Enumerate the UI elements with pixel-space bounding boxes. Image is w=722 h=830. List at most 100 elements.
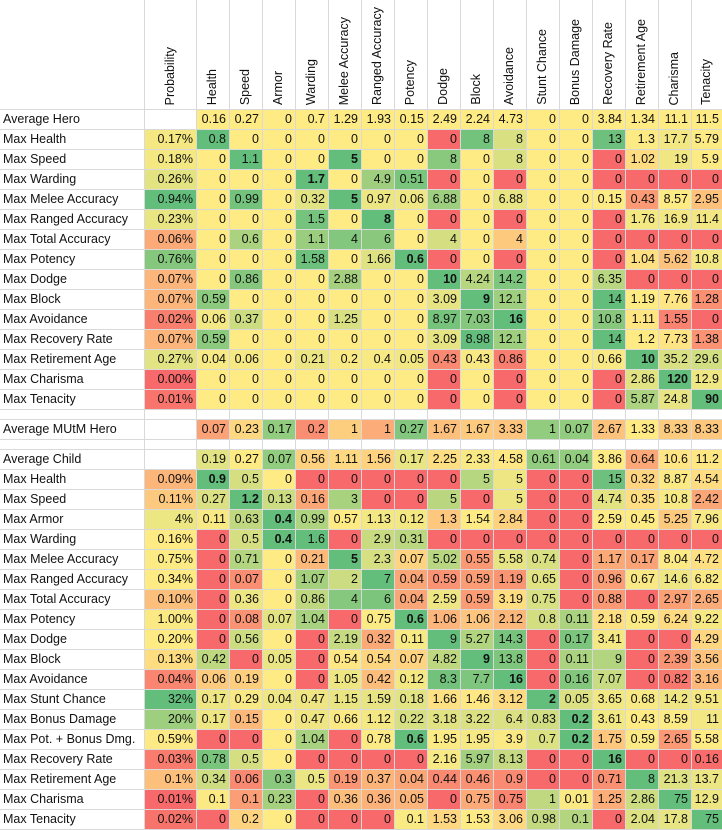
stat-cell[interactable]: 0.22 [395,710,428,729]
stat-cell[interactable]: 0 [593,530,626,549]
stat-cell[interactable]: 0 [428,530,461,549]
stat-cell[interactable]: 9.51 [692,690,722,709]
stat-cell[interactable]: 0 [230,390,263,409]
stat-cell[interactable]: 0 [527,370,560,389]
stat-cell[interactable]: 7.07 [593,670,626,689]
stat-cell[interactable]: 8.33 [659,420,692,439]
stat-cell[interactable]: 7.7 [461,670,494,689]
stat-cell[interactable]: 9.22 [692,610,722,629]
stat-cell[interactable]: 0 [593,210,626,229]
stat-cell[interactable]: 0.27 [230,450,263,469]
stat-cell[interactable]: 0.59 [461,570,494,589]
stat-cell[interactable]: 11.2 [692,450,722,469]
stat-cell[interactable]: 0 [197,570,230,589]
stat-cell[interactable]: 0 [263,710,296,729]
stat-cell[interactable]: 5.62 [659,250,692,269]
stat-cell[interactable]: 0 [329,390,362,409]
empty-cell[interactable] [428,410,461,419]
stat-cell[interactable]: 0 [560,290,593,309]
stat-cell[interactable]: 0.97 [362,190,395,209]
stat-cell[interactable]: 1.34 [626,110,659,129]
stat-cell[interactable]: 0.06 [230,350,263,369]
stat-cell[interactable]: 0 [263,130,296,149]
probability-cell[interactable]: 0.1% [145,770,197,789]
stat-cell[interactable]: 6 [362,230,395,249]
stat-cell[interactable]: 2.16 [428,750,461,769]
row-label[interactable]: Max Warding [0,170,145,189]
stat-cell[interactable]: 0 [362,470,395,489]
stat-cell[interactable]: 0.04 [395,590,428,609]
stat-cell[interactable]: 5 [494,470,527,489]
stat-cell[interactable]: 0 [230,330,263,349]
probability-cell[interactable]: 0.13% [145,650,197,669]
stat-cell[interactable]: 5.27 [461,630,494,649]
probability-cell[interactable]: 0.06% [145,230,197,249]
stat-cell[interactable]: 0.32 [362,630,395,649]
stat-cell[interactable]: 0.2 [296,420,329,439]
stat-cell[interactable]: 1.1 [230,150,263,169]
stat-cell[interactable]: 14.2 [659,690,692,709]
stat-cell[interactable]: 0.05 [560,690,593,709]
empty-cell[interactable] [494,410,527,419]
stat-cell[interactable]: 0 [692,530,722,549]
stat-cell[interactable]: 0.12 [395,670,428,689]
stat-cell[interactable]: 0 [230,250,263,269]
row-label[interactable]: Max Potency [0,610,145,629]
stat-cell[interactable]: 3 [329,490,362,509]
row-label[interactable]: Max Pot. + Bonus Dmg. [0,730,145,749]
stat-cell[interactable]: 0 [692,270,722,289]
stat-cell[interactable]: 0 [230,650,263,669]
stat-cell[interactable]: 1.56 [362,450,395,469]
stat-cell[interactable]: 1.19 [494,570,527,589]
stat-cell[interactable]: 0.51 [395,170,428,189]
stat-cell[interactable]: 0 [560,330,593,349]
stat-cell[interactable]: 1.75 [593,730,626,749]
stat-cell[interactable]: 1.2 [626,330,659,349]
stat-cell[interactable]: 2.42 [692,490,722,509]
stat-cell[interactable]: 0 [560,570,593,589]
stat-cell[interactable]: 5.25 [659,510,692,529]
stat-cell[interactable]: 0.16 [692,750,722,769]
probability-cell[interactable]: 0.26% [145,170,197,189]
stat-cell[interactable]: 0.43 [428,350,461,369]
stat-cell[interactable]: 2.04 [626,810,659,829]
stat-cell[interactable]: 0 [527,290,560,309]
stat-cell[interactable]: 0.8 [197,130,230,149]
column-header[interactable]: Ranged Accuracy [362,0,395,109]
empty-cell[interactable] [527,410,560,419]
stat-cell[interactable]: 0 [263,670,296,689]
stat-cell[interactable]: 14.2 [494,270,527,289]
stat-cell[interactable]: 7.76 [659,290,692,309]
stat-cell[interactable]: 0 [263,210,296,229]
stat-cell[interactable]: 4.29 [692,630,722,649]
stat-cell[interactable]: 0 [263,350,296,369]
stat-cell[interactable]: 10.6 [659,450,692,469]
stat-cell[interactable]: 15 [593,470,626,489]
row-label[interactable]: Max Tenacity [0,810,145,829]
stat-cell[interactable]: 0 [593,250,626,269]
stat-cell[interactable]: 14.3 [494,630,527,649]
empty-cell[interactable] [659,440,692,449]
stat-cell[interactable]: 0.86 [494,350,527,369]
stat-cell[interactable]: 0 [263,290,296,309]
stat-cell[interactable]: 0.99 [296,510,329,529]
stat-cell[interactable]: 2.3 [362,550,395,569]
stat-cell[interactable]: 17.8 [659,810,692,829]
stat-cell[interactable]: 0.05 [395,350,428,369]
stat-cell[interactable]: 0.19 [197,450,230,469]
column-header[interactable]: Melee Accuracy [329,0,362,109]
stat-cell[interactable]: 0 [329,170,362,189]
stat-cell[interactable]: 4 [329,230,362,249]
stat-cell[interactable]: 1.67 [461,420,494,439]
stat-cell[interactable]: 0.9 [494,770,527,789]
stat-cell[interactable]: 0 [461,230,494,249]
stat-cell[interactable]: 0.31 [395,530,428,549]
stat-cell[interactable]: 3.06 [494,810,527,829]
row-label[interactable]: Max Block [0,290,145,309]
column-header[interactable]: Warding [296,0,329,109]
stat-cell[interactable]: 0 [560,550,593,569]
probability-cell[interactable]: 0.01% [145,390,197,409]
stat-cell[interactable]: 1.19 [626,290,659,309]
stat-cell[interactable]: 0.75 [494,790,527,809]
stat-cell[interactable]: 0 [659,530,692,549]
